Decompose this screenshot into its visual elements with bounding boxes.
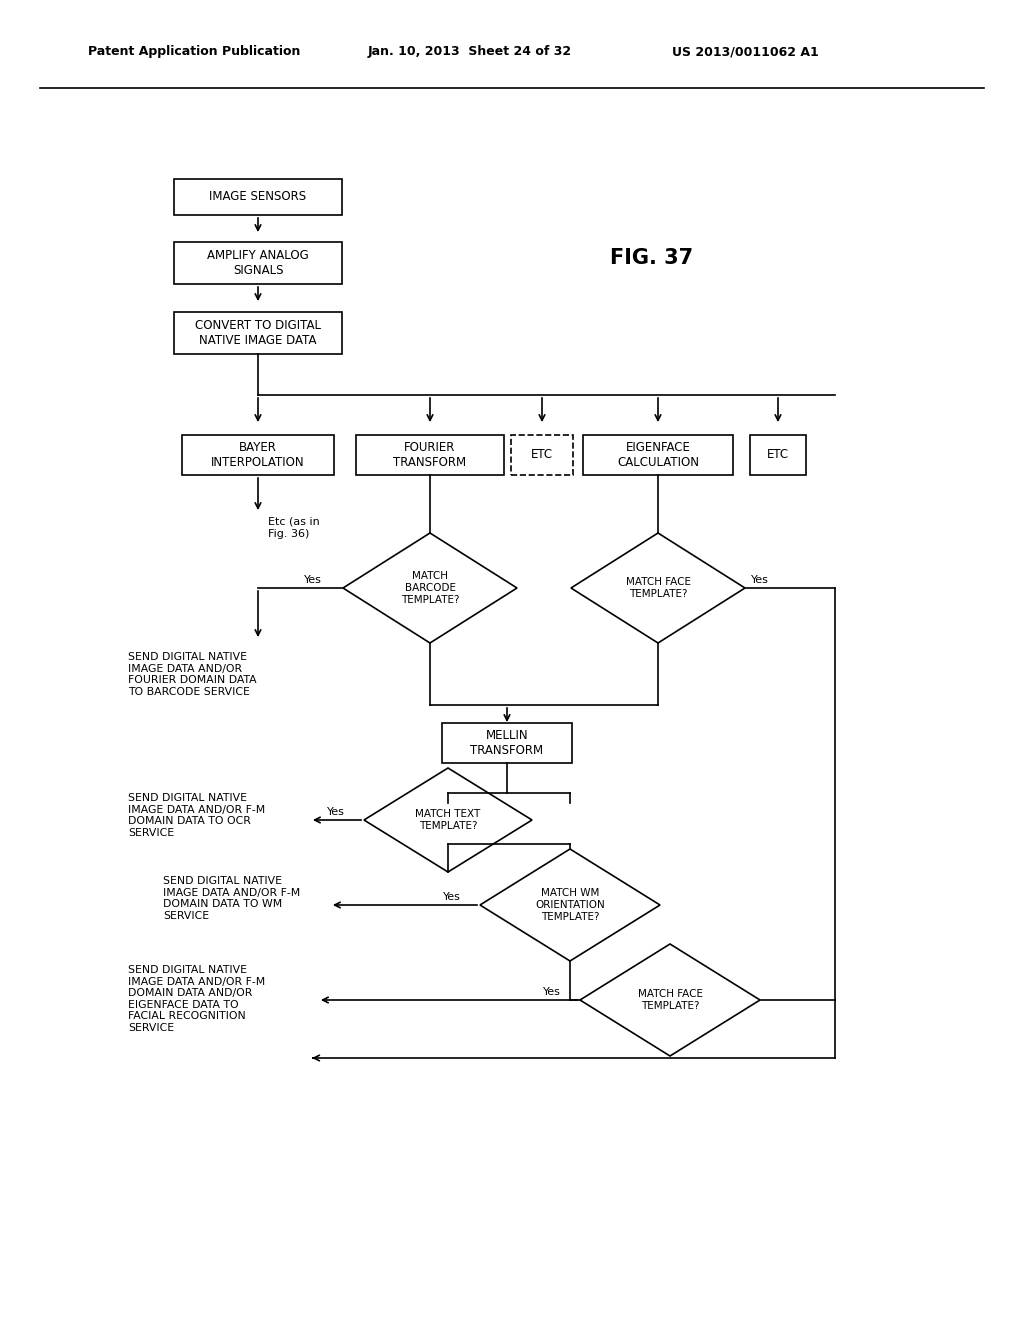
Text: SEND DIGITAL NATIVE
IMAGE DATA AND/OR F-M
DOMAIN DATA TO WM
SERVICE: SEND DIGITAL NATIVE IMAGE DATA AND/OR F-… [163,876,300,921]
Polygon shape [571,533,745,643]
Text: ETC: ETC [767,449,790,462]
Text: Yes: Yes [443,892,461,902]
Text: Yes: Yes [327,807,345,817]
Text: BAYER
INTERPOLATION: BAYER INTERPOLATION [211,441,305,469]
Polygon shape [580,944,760,1056]
FancyBboxPatch shape [750,436,806,475]
Text: ETC: ETC [530,449,553,462]
FancyBboxPatch shape [174,312,342,354]
Text: Yes: Yes [543,987,561,997]
Text: Patent Application Publication: Patent Application Publication [88,45,300,58]
Text: MATCH
BARCODE
TEMPLATE?: MATCH BARCODE TEMPLATE? [400,572,459,605]
Text: EIGENFACE
CALCULATION: EIGENFACE CALCULATION [617,441,699,469]
Polygon shape [364,768,532,873]
Text: MATCH FACE
TEMPLATE?: MATCH FACE TEMPLATE? [626,577,690,599]
Text: SEND DIGITAL NATIVE
IMAGE DATA AND/OR F-M
DOMAIN DATA AND/OR
EIGENFACE DATA TO
F: SEND DIGITAL NATIVE IMAGE DATA AND/OR F-… [128,965,265,1034]
Text: SEND DIGITAL NATIVE
IMAGE DATA AND/OR
FOURIER DOMAIN DATA
TO BARCODE SERVICE: SEND DIGITAL NATIVE IMAGE DATA AND/OR FO… [128,652,257,697]
FancyBboxPatch shape [511,436,573,475]
Text: CONVERT TO DIGITAL
NATIVE IMAGE DATA: CONVERT TO DIGITAL NATIVE IMAGE DATA [195,319,321,347]
Text: AMPLIFY ANALOG
SIGNALS: AMPLIFY ANALOG SIGNALS [207,249,309,277]
FancyBboxPatch shape [174,242,342,284]
Text: MELLIN
TRANSFORM: MELLIN TRANSFORM [470,729,544,756]
Text: SEND DIGITAL NATIVE
IMAGE DATA AND/OR F-M
DOMAIN DATA TO OCR
SERVICE: SEND DIGITAL NATIVE IMAGE DATA AND/OR F-… [128,793,265,838]
FancyBboxPatch shape [583,436,733,475]
Polygon shape [343,533,517,643]
Text: MATCH FACE
TEMPLATE?: MATCH FACE TEMPLATE? [638,989,702,1011]
FancyBboxPatch shape [174,180,342,215]
Text: FOURIER
TRANSFORM: FOURIER TRANSFORM [393,441,467,469]
Text: IMAGE SENSORS: IMAGE SENSORS [210,190,306,203]
Text: Jan. 10, 2013  Sheet 24 of 32: Jan. 10, 2013 Sheet 24 of 32 [368,45,572,58]
Text: Yes: Yes [304,576,322,585]
Text: MATCH WM
ORIENTATION
TEMPLATE?: MATCH WM ORIENTATION TEMPLATE? [536,888,605,921]
Text: Etc (as in
Fig. 36): Etc (as in Fig. 36) [268,517,319,539]
Text: FIG. 37: FIG. 37 [610,248,693,268]
Text: US 2013/0011062 A1: US 2013/0011062 A1 [672,45,819,58]
FancyBboxPatch shape [442,723,572,763]
Polygon shape [480,849,660,961]
Text: Yes: Yes [751,576,769,585]
FancyBboxPatch shape [182,436,334,475]
FancyBboxPatch shape [356,436,504,475]
Text: MATCH TEXT
TEMPLATE?: MATCH TEXT TEMPLATE? [416,809,480,830]
